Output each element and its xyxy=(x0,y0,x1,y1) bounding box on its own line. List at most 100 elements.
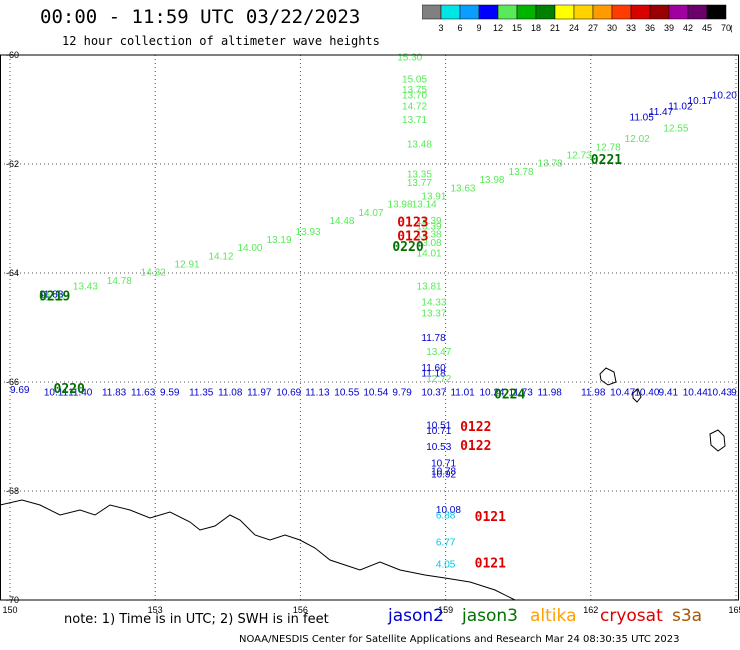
wave-height-label: 11.47 xyxy=(649,107,674,118)
wave-height-label: 11.63 xyxy=(131,388,156,399)
wave-height-label: 10.71 xyxy=(426,426,451,437)
wave-height-label: 13.91 xyxy=(421,191,446,202)
wave-height-label: 14.33 xyxy=(421,298,446,309)
wave-height-label: 10.17 xyxy=(688,96,713,107)
island-2 xyxy=(632,388,642,403)
legend-level: 3 xyxy=(438,23,443,33)
wave-height-label: 13.70 xyxy=(402,91,427,102)
wave-height-label: 14.32 xyxy=(141,268,166,279)
island-3 xyxy=(709,429,726,452)
wave-height-label: 13.14 xyxy=(412,200,437,211)
wave-height-label: 9.59 xyxy=(160,388,180,399)
wave-height-label: 13.19 xyxy=(267,235,292,246)
wave-height-label: 10.55 xyxy=(334,388,359,399)
lon-tick: 159 xyxy=(438,605,453,615)
wave-height-label: 13.75 xyxy=(402,85,427,96)
legend-swatch xyxy=(706,4,727,20)
wave-height-label: 14.07 xyxy=(358,208,383,219)
map-subtitle: 12 hour collection of altimeter wave hei… xyxy=(62,34,380,48)
wave-height-label: 11.60 xyxy=(421,363,446,374)
wave-height-label: 11.08 xyxy=(218,388,243,399)
wave-height-label: 13.78 xyxy=(509,167,534,178)
wave-height-label: 10.37 xyxy=(421,388,446,399)
wave-height-label: 10.44 xyxy=(683,388,708,399)
wave-height-label: 10.08 xyxy=(436,505,461,516)
legend-level: 9 xyxy=(476,23,481,33)
wave-height-label: 10.11 xyxy=(44,388,69,399)
wave-height-label: 14.01 xyxy=(417,249,442,260)
wave-height-label: 12.55 xyxy=(663,123,688,134)
wave-height-label: 10.78 xyxy=(431,467,456,478)
wave-height-label: 11.01 xyxy=(450,388,475,399)
satellite-name-altika: altika xyxy=(530,606,577,626)
wave-height-label: 14.39 xyxy=(417,216,442,227)
wave-height-label: 12.78 xyxy=(596,142,621,153)
wave-height-label: 13.98 xyxy=(479,175,504,186)
pass-time-label: 0121 xyxy=(475,556,506,571)
wave-height-label: 13.93 xyxy=(296,227,321,238)
wave-height-label: 13.43 xyxy=(73,281,98,292)
legend-level: 27 xyxy=(588,23,598,33)
wave-height-label: 13.48 xyxy=(407,140,432,151)
wave-height-label: 10.51 xyxy=(426,420,451,431)
wave-height-label: 9.79 xyxy=(392,388,412,399)
lat-tick: -68 xyxy=(6,486,19,496)
wave-height-label: 11.97 xyxy=(247,388,272,399)
wave-height-label: 13.73 xyxy=(39,292,64,303)
lon-tick: 153 xyxy=(148,605,163,615)
satellite-name-cryosat: cryosat xyxy=(600,606,663,626)
legend-level: 36 xyxy=(645,23,655,33)
legend-level: 33 xyxy=(626,23,636,33)
legend-level: 6 xyxy=(457,23,462,33)
wave-height-label: 14.72 xyxy=(402,102,427,113)
wave-height-label: 12.73 xyxy=(567,151,592,162)
legend-level: 21 xyxy=(550,23,560,33)
wave-height-label: 15.05 xyxy=(402,74,427,85)
wave-height-label: 10.71 xyxy=(431,458,456,469)
legend-level: 18 xyxy=(531,23,541,33)
island-1 xyxy=(599,367,617,386)
wave-height-label: 14.12 xyxy=(208,251,233,262)
wave-height-label: 10.20 xyxy=(712,91,737,102)
footnote: note: 1) Time is in UTC; 2) SWH is in fe… xyxy=(64,612,329,627)
satellite-name-jason2: jason2 xyxy=(388,606,444,626)
wave-height-label: 13.47 xyxy=(426,347,451,358)
pass-time-label: 0121 xyxy=(475,510,506,525)
wave-height-label: 12.72 xyxy=(426,374,451,385)
wave-height-label: 14.78 xyxy=(107,276,132,287)
wave-height-label: 11.78 xyxy=(421,333,446,344)
wave-height-label: 6.77 xyxy=(436,538,456,549)
lon-tick: 165 xyxy=(728,605,740,615)
wave-height-label: 10.92 xyxy=(431,469,456,480)
wave-height-label: 9.41 xyxy=(659,388,679,399)
pass-time-label: 0219 xyxy=(39,289,70,304)
wave-height-label: 6.88 xyxy=(436,510,456,521)
wave-height-label: 11.98 xyxy=(581,388,606,399)
wave-height-label: 12.91 xyxy=(175,260,200,271)
lat-tick: -64 xyxy=(6,268,19,278)
legend-level: 30 xyxy=(607,23,617,33)
wave-height-label: 13.77 xyxy=(407,178,432,189)
legend-level: 42 xyxy=(683,23,693,33)
lat-tick: -62 xyxy=(6,159,19,169)
map-title: 00:00 - 11:59 UTC 03/22/2023 xyxy=(40,6,361,28)
wave-height-label: 10.53 xyxy=(426,442,451,453)
legend-level: 70 xyxy=(721,23,731,33)
pass-time-label: 0221 xyxy=(591,153,622,168)
lon-tick: 156 xyxy=(293,605,308,615)
wave-height-label: 15.30 xyxy=(397,52,422,63)
wave-height-label: 13.35 xyxy=(407,170,432,181)
satellite-name-s3a: s3a xyxy=(672,606,703,626)
wave-height-label: 11.73 xyxy=(509,388,534,399)
wave-height-label: 10.24 xyxy=(479,388,504,399)
wave-height-label: 11.83 xyxy=(102,388,127,399)
pass-time-label: 0220 xyxy=(392,240,423,255)
wave-height-label: 11.18 xyxy=(421,369,446,380)
wave-height-label: 4.05 xyxy=(436,559,456,570)
pass-time-label: 0123 xyxy=(397,216,428,231)
wave-height-label: 11.13 xyxy=(305,388,330,399)
lat-tick: -66 xyxy=(6,377,19,387)
pass-time-label: 0122 xyxy=(460,439,491,454)
wave-height-label: 13.63 xyxy=(450,183,475,194)
